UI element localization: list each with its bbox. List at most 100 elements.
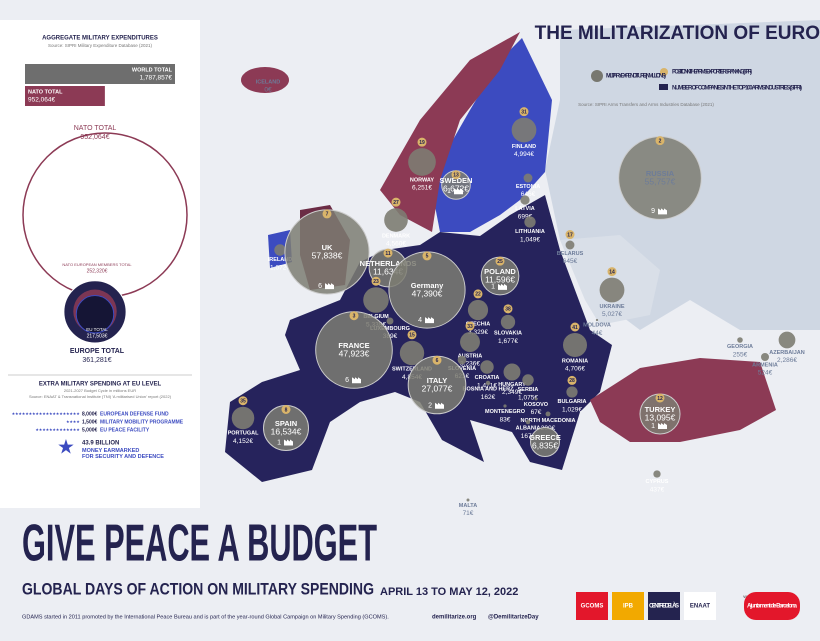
star: ★ [66, 427, 70, 432]
rank-badge [281, 404, 291, 414]
total-circle [75, 295, 115, 334]
star: ★ [76, 427, 80, 432]
country-value: 4,152€ [233, 438, 253, 445]
rank-number: 8 [285, 407, 288, 413]
rank-badge [371, 276, 381, 286]
rank-badge [451, 170, 461, 180]
circle-label: EU TOTAL [86, 327, 108, 332]
expenditure-circle [737, 337, 743, 343]
item-label: EU PEACE FACILITY [100, 427, 150, 433]
country-name: TURKEY [645, 405, 676, 414]
bar [25, 64, 175, 84]
iceland-land [241, 67, 289, 93]
rank-number: 14 [609, 269, 615, 275]
country-name: NORWAY [410, 177, 434, 183]
country-value: 1,471€ [477, 382, 497, 389]
country-value: 6,672€ [443, 183, 469, 193]
country-name: HUNGARY [498, 382, 526, 388]
factory-icon [498, 283, 507, 290]
item-label: EUROPEAN DEFENSE FUND [100, 411, 169, 417]
star: ★ [32, 411, 36, 416]
rank-badge [407, 330, 417, 340]
country-value: 3,236€ [460, 361, 480, 368]
country-value: 27,077€ [422, 383, 453, 393]
expenditure-circle [520, 195, 530, 205]
country-name: CYPRUS [646, 479, 669, 485]
country-value: 67€ [531, 409, 542, 416]
expenditure-circle [480, 360, 494, 374]
expenditure-circle [466, 498, 470, 502]
expenditure-circle [231, 406, 255, 430]
total-line: FOR SECURITY AND DEFENCE [82, 454, 164, 460]
subtitle: 2021-2027 Budget Cycle in millions EUR [64, 388, 136, 393]
country-name: ROMANIA [562, 358, 588, 364]
country-name: DENMARK [382, 233, 410, 239]
country-name: FINLAND [512, 144, 536, 150]
country-value: 55,757€ [645, 176, 676, 186]
star: ★ [63, 427, 67, 432]
expenditure-circle [503, 363, 521, 381]
star: ★ [42, 411, 46, 416]
rank-number: 5 [426, 254, 429, 260]
star: ★ [76, 419, 80, 424]
expenditure-circle [460, 332, 480, 352]
country-name: CROATIA [475, 375, 500, 381]
rank-number: 28 [569, 378, 575, 384]
rank-number: 17 [567, 232, 573, 238]
factory-icon [658, 208, 667, 215]
factory-icon [284, 439, 293, 446]
footer-link: @DemilitarizeDay [488, 615, 539, 621]
country-value: 11,634€ [373, 266, 403, 276]
big-star: ★ [57, 436, 75, 458]
expenditure-circle [525, 419, 531, 425]
country-value: 1,072€ [270, 264, 290, 271]
star: ★ [18, 411, 22, 416]
logo-text: GCOMS [581, 604, 604, 610]
rank-badge [607, 267, 617, 277]
expenditure-circle [408, 148, 436, 176]
item-value: 8,000€ [82, 411, 98, 417]
star: ★ [69, 411, 73, 416]
country-name: GEORGIA [727, 344, 753, 350]
country-name: MALTA [459, 503, 477, 509]
rank-badge [519, 107, 529, 117]
footer-subtitle: GLOBAL DAYS OF ACTION ON MILITARY SPENDI… [22, 579, 374, 598]
star: ★ [35, 427, 39, 432]
star: ★ [73, 411, 77, 416]
star-row: ★★★★★★★★★★★★★ [35, 427, 80, 432]
expenditure-circle [524, 216, 536, 228]
star: ★ [35, 411, 39, 416]
country-name: LITHUANIA [515, 229, 545, 235]
expenditure-circle [274, 244, 286, 256]
rank-badge [417, 137, 427, 147]
star: ★ [56, 411, 60, 416]
circle-value: 252,320€ [87, 268, 108, 274]
logo-box [744, 592, 800, 620]
rank-badge [655, 393, 665, 403]
factory-icon [352, 377, 361, 384]
country-name: GREECE [529, 433, 561, 442]
legend-icon [659, 84, 668, 90]
footer-note: GDAMS started in 2011 promoted by the In… [22, 614, 389, 620]
expenditure-circle [386, 317, 394, 325]
logo-text: IPB [623, 604, 634, 610]
logo-box [576, 592, 608, 620]
country-value: 699€ [518, 213, 533, 220]
expenditure-circle [503, 404, 507, 408]
turkey-land [590, 358, 776, 442]
country-value: 47,390€ [412, 288, 443, 298]
expenditure-circle [500, 314, 516, 330]
star: ★ [22, 411, 26, 416]
rank-number: 2 [659, 139, 662, 145]
star: ★ [66, 411, 70, 416]
bar-label: WORLD TOTAL [132, 67, 173, 73]
country-value: 16,534€ [271, 426, 302, 436]
total-value: 43.9 BILLION [82, 441, 119, 447]
rank-badge [238, 396, 248, 406]
circle-value: 217,503€ [87, 333, 108, 339]
country-value: 162€ [481, 394, 496, 401]
star: ★ [46, 411, 50, 416]
country-name: BELARUS [557, 251, 584, 257]
factory-icon [658, 423, 667, 430]
